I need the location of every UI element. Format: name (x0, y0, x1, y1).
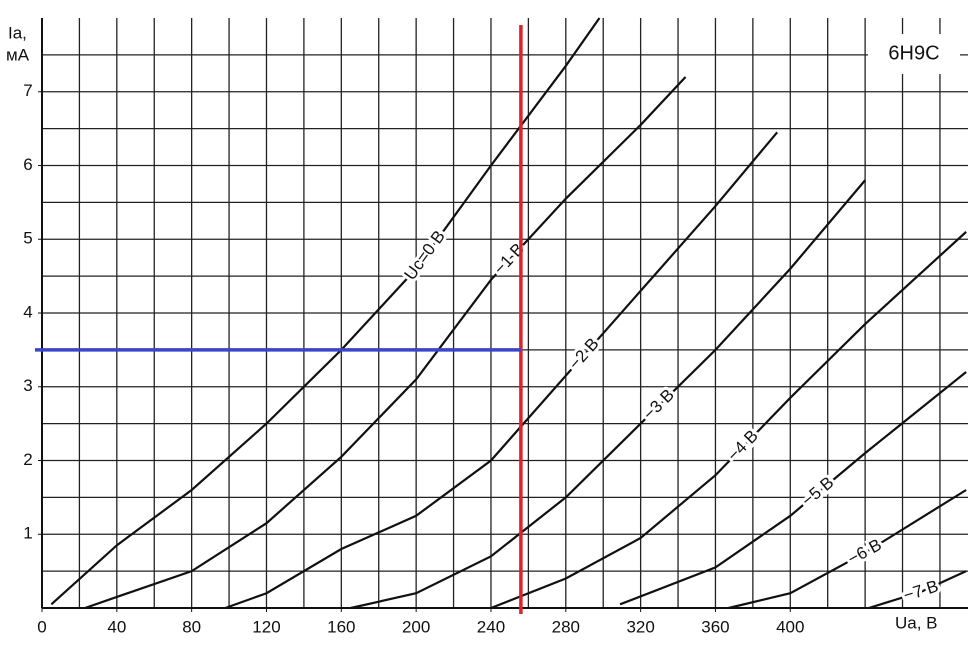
x-tick-label: 80 (182, 617, 201, 636)
y-tick-label: 4 (23, 302, 32, 321)
curve-label: −7 B (901, 576, 940, 605)
x-tick-label: 40 (107, 617, 126, 636)
x-tick-label: 240 (477, 617, 505, 636)
title-box (868, 34, 960, 74)
x-tick-label: 280 (552, 617, 580, 636)
curve (84, 76, 687, 610)
chart-title: 6Н9С (888, 42, 939, 64)
curve (728, 489, 967, 610)
curve (50, 17, 601, 606)
curve (619, 371, 967, 606)
y-tick-label: 2 (23, 450, 32, 469)
y-axis-label: мА (6, 45, 30, 64)
x-tick-label: 0 (37, 617, 46, 636)
y-axis-label: Ia, (8, 23, 27, 42)
y-tick-label: 7 (23, 81, 32, 100)
curve (868, 570, 967, 610)
x-tick-label: 120 (252, 617, 280, 636)
x-tick-label: 200 (402, 617, 430, 636)
y-tick-label: 6 (23, 155, 32, 174)
x-tick-label: 400 (776, 617, 804, 636)
x-tick-label: 320 (626, 617, 654, 636)
y-tick-label: 5 (23, 229, 32, 248)
x-tick-label: 360 (701, 617, 729, 636)
y-tick-label: 1 (23, 524, 32, 543)
curve (224, 131, 779, 610)
x-axis-label: Ua, В (895, 613, 938, 632)
x-tick-label: 160 (327, 617, 355, 636)
curve (350, 179, 866, 610)
curve-label: Uc=0 B (400, 227, 448, 284)
y-tick-label: 3 (23, 376, 32, 395)
curve (490, 231, 967, 610)
